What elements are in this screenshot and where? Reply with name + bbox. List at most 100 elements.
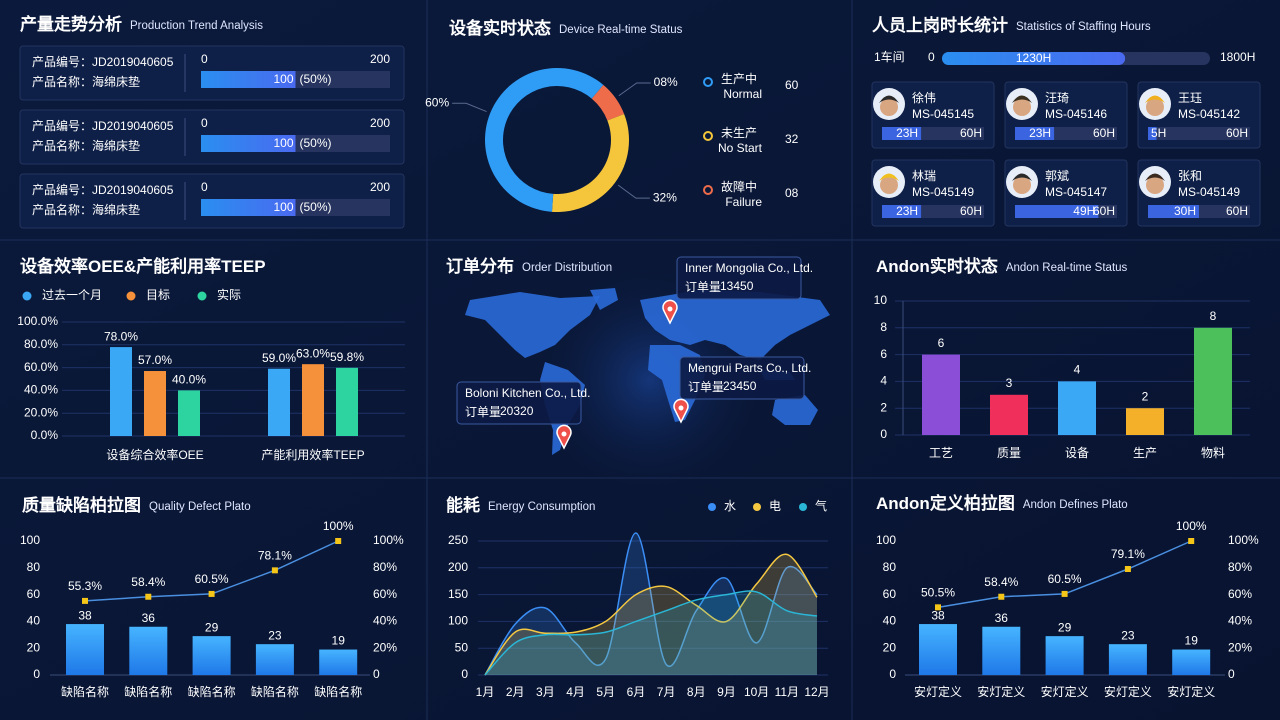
subtitle-text: Andon Real-time Status — [1006, 262, 1128, 274]
y-tick-label: 0 — [33, 667, 40, 681]
y-tick-label: 20.0% — [24, 405, 58, 419]
legend-marker — [703, 131, 713, 141]
y-tick-label: 40% — [1228, 614, 1252, 628]
line-label: 60.5% — [1048, 572, 1082, 586]
callout-company: Boloni Kitchen Co., Ltd. — [465, 386, 590, 400]
y-tick-label: 100% — [1228, 533, 1259, 547]
panel-title: 质量缺陷柏拉图 Quality Defect Plato — [22, 495, 251, 515]
hours-max: 60H — [1226, 126, 1248, 140]
line-label: 60.5% — [195, 572, 229, 586]
line-marker — [335, 538, 342, 544]
legend-marker — [708, 503, 716, 511]
panel-title: Andon定义柏拉图 Andon Defines Plato — [876, 493, 1128, 513]
x-tick-label: 质量 — [997, 446, 1021, 460]
y-tick-label: 0 — [461, 667, 468, 681]
y-tick-label: 60 — [883, 587, 897, 601]
y-tick-label: 250 — [448, 533, 468, 547]
progress-percent: (50%) — [300, 200, 332, 214]
leader-line — [452, 102, 487, 112]
y-tick-label: 40.0% — [24, 383, 58, 397]
callout-company: Mengrui Parts Co., Ltd. — [688, 361, 811, 375]
bar — [319, 649, 358, 675]
bar — [336, 367, 358, 436]
y-tick-label: 10 — [874, 293, 888, 307]
callout-box — [676, 256, 802, 300]
hours-max: 60H — [960, 204, 982, 218]
legend-sublabel: Normal — [723, 87, 762, 101]
panel-title: 能耗 Energy Consumption — [446, 495, 595, 515]
legend-label: 气 — [815, 498, 827, 513]
legend-label: 水 — [724, 499, 736, 513]
y-tick-label: 60% — [373, 587, 397, 601]
progress-percent: (50%) — [300, 136, 332, 150]
value-label: 38 — [931, 608, 945, 622]
worker-id: MS-045147 — [1045, 185, 1107, 199]
line-label: 78.1% — [258, 549, 292, 563]
bar — [192, 636, 231, 675]
y-tick-label: 20% — [1228, 640, 1252, 654]
legend-label: 实际 — [217, 287, 241, 302]
x-tick-label: 安灯定义 — [1041, 684, 1089, 699]
line-marker — [82, 597, 88, 604]
donut-slice — [551, 113, 629, 213]
worker-name: 徐伟 — [912, 90, 936, 105]
callout-label: 订单量 — [465, 405, 501, 419]
y-tick-label: 100 — [448, 614, 468, 628]
line-marker — [935, 604, 941, 611]
y-tick-label: 40% — [373, 614, 397, 628]
panel-title: 人员上岗时长统计 Statistics of Staffing Hours — [872, 15, 1151, 35]
x-tick-label: 6月 — [627, 685, 646, 699]
bar — [1194, 327, 1232, 435]
line-label: 55.3% — [68, 579, 102, 593]
value-label: 19 — [1185, 634, 1199, 648]
legend-label: 生产中 — [721, 71, 757, 86]
y-tick-label: 0 — [373, 667, 380, 681]
product-code: 产品编号：JD2019040605 — [32, 54, 174, 69]
callout-label: 订单量 — [685, 280, 721, 294]
y-tick-label: 100.0% — [17, 314, 58, 328]
panel-title: 产量走势分析 Production Trend Analysis — [20, 14, 263, 34]
value-label: 78.0% — [104, 329, 138, 343]
avatar-face — [880, 98, 898, 116]
y-tick-label: 100 — [20, 533, 40, 547]
range-max: 200 — [370, 52, 390, 66]
line-label: 100% — [323, 519, 354, 533]
legend-sublabel: No Start — [718, 141, 763, 155]
y-tick-label: 100 — [876, 533, 896, 547]
line-marker — [1124, 566, 1131, 573]
legend-marker — [22, 291, 32, 301]
x-tick-label: 安灯定义 — [1167, 684, 1215, 699]
worker-name: 张和 — [1178, 169, 1202, 183]
progress-percent: (50%) — [300, 72, 332, 86]
bar — [919, 624, 957, 675]
title-text: 能耗 — [446, 495, 480, 515]
hours-max: 60H — [1226, 204, 1248, 218]
workshop-fill — [942, 52, 1126, 65]
x-tick-label: 10月 — [744, 685, 769, 699]
hours-fill — [1015, 205, 1099, 218]
workshop-name: 1车间 — [874, 49, 905, 64]
series-line — [484, 590, 818, 676]
value-label: 57.0% — [138, 353, 172, 367]
line-label: 58.4% — [984, 575, 1018, 589]
hours-fill — [1148, 127, 1157, 140]
x-tick-label: 12月 — [804, 685, 829, 699]
x-tick-label: 8月 — [687, 685, 706, 699]
worker-id: MS-045149 — [912, 185, 974, 199]
progress-fill — [201, 135, 296, 152]
avatar-face — [880, 176, 898, 194]
value-label: 8 — [1210, 309, 1217, 323]
map-pin — [673, 398, 689, 424]
value-label: 3 — [1006, 376, 1013, 390]
product-code: 产品编号：JD2019040605 — [32, 182, 174, 197]
series-area — [485, 532, 817, 675]
slice-label: 32% — [653, 190, 677, 204]
worker-id: MS-045146 — [1045, 107, 1107, 121]
line-marker — [1061, 590, 1068, 597]
hours-fill — [882, 205, 922, 218]
avatar-hair — [1145, 173, 1165, 181]
avatar-hair — [1012, 95, 1032, 103]
avatar-hair — [1145, 95, 1165, 103]
y-tick-label: 80% — [373, 560, 397, 574]
worker-name: 郭斌 — [1045, 169, 1069, 183]
